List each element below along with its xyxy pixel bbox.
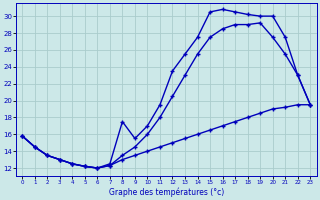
X-axis label: Graphe des températures (°c): Graphe des températures (°c): [108, 187, 224, 197]
